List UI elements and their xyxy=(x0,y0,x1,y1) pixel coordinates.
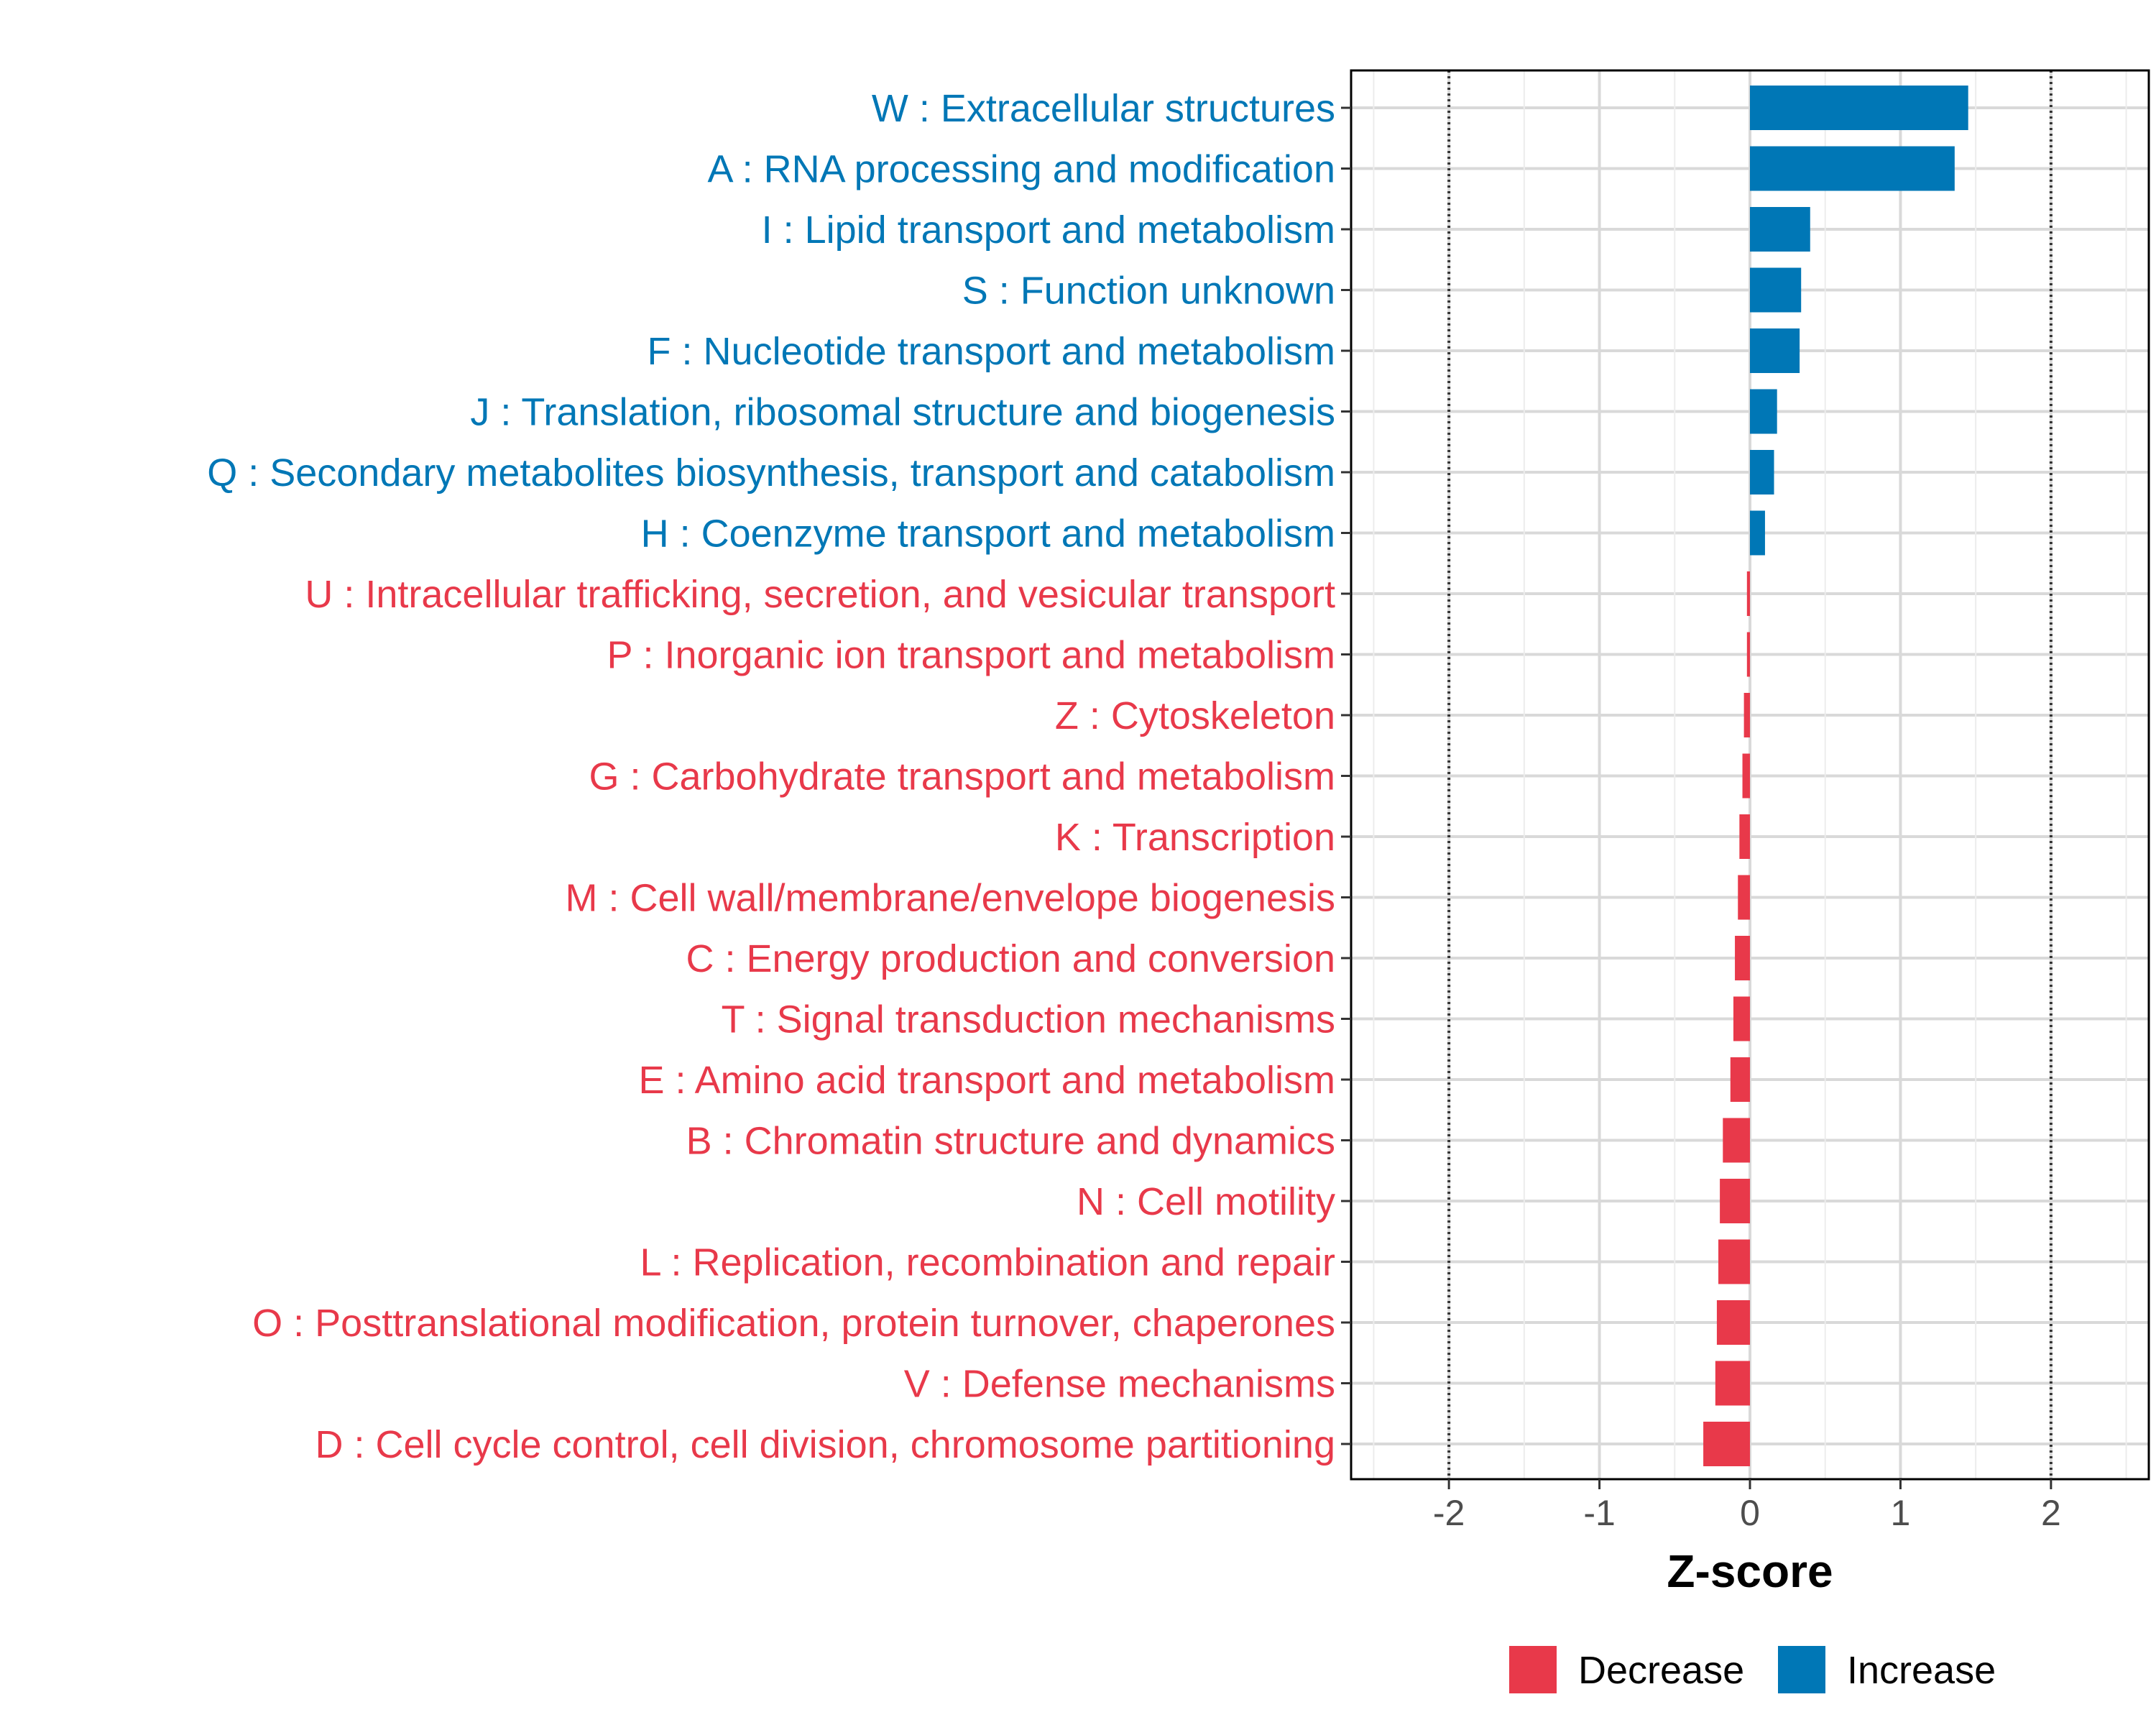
x-tick-label: -1 xyxy=(1583,1493,1615,1533)
legend-key-decrease xyxy=(1509,1646,1557,1693)
category-label: N : Cell motility xyxy=(1077,1180,1335,1223)
bar-increase xyxy=(1750,510,1765,556)
bars xyxy=(1703,86,1968,1466)
category-label: C : Energy production and conversion xyxy=(686,937,1335,980)
bar-increase xyxy=(1750,267,1802,313)
bar-increase xyxy=(1750,450,1774,494)
category-label: B : Chromatin structure and dynamics xyxy=(686,1120,1335,1163)
category-label: S : Function unknown xyxy=(962,270,1335,313)
bar-decrease xyxy=(1718,1239,1750,1284)
category-label: W : Extracellular structures xyxy=(872,87,1335,130)
category-label: M : Cell wall/membrane/envelope biogenes… xyxy=(565,877,1335,920)
legend: Decrease Increase xyxy=(1509,1646,1996,1693)
bar-decrease xyxy=(1742,753,1750,799)
bar-decrease xyxy=(1746,571,1750,616)
x-tick-label: 2 xyxy=(2041,1493,2061,1533)
x-tick-label: -2 xyxy=(1433,1493,1465,1533)
category-label: D : Cell cycle control, cell division, c… xyxy=(315,1423,1335,1466)
category-label: I : Lipid transport and metabolism xyxy=(762,208,1335,252)
legend-label-decrease: Decrease xyxy=(1578,1649,1744,1692)
bar-decrease xyxy=(1733,996,1750,1041)
bar-decrease xyxy=(1743,693,1750,737)
category-label: A : RNA processing and modification xyxy=(708,148,1335,191)
category-label: G : Carbohydrate transport and metabolis… xyxy=(589,755,1336,799)
bar-decrease xyxy=(1720,1179,1750,1223)
bar-increase xyxy=(1750,389,1777,434)
category-label: U : Intracellular trafficking, secretion… xyxy=(305,573,1335,616)
bar-decrease xyxy=(1703,1422,1750,1466)
category-label: V : Defense mechanisms xyxy=(904,1363,1335,1406)
category-label: J : Translation, ribosomal structure and… xyxy=(470,391,1335,434)
bar-decrease xyxy=(1738,875,1750,920)
category-label: Z : Cytoskeleton xyxy=(1055,694,1335,737)
x-axis-ticks: -2 -1 0 1 2 xyxy=(1341,106,2061,1533)
legend-key-increase xyxy=(1778,1646,1825,1693)
bar-increase xyxy=(1750,328,1800,373)
category-label: E : Amino acid transport and metabolism xyxy=(639,1059,1335,1102)
legend-label-increase: Increase xyxy=(1847,1649,1996,1692)
bar-decrease xyxy=(1715,1361,1750,1406)
x-tick-label: 1 xyxy=(1891,1493,1911,1533)
bar-increase xyxy=(1750,207,1810,252)
category-label: K : Transcription xyxy=(1055,816,1335,859)
bar-decrease xyxy=(1746,632,1750,677)
x-axis-title: Z-score xyxy=(1667,1545,1833,1597)
category-labels: W : Extracellular structures A : RNA proc… xyxy=(207,87,1335,1466)
bar-decrease xyxy=(1739,814,1750,859)
category-label: L : Replication, recombination and repai… xyxy=(640,1241,1335,1284)
bar-decrease xyxy=(1730,1057,1750,1102)
category-label: P : Inorganic ion transport and metaboli… xyxy=(607,634,1335,677)
bar-decrease xyxy=(1735,936,1750,980)
category-label: Q : Secondary metabolites biosynthesis, … xyxy=(207,451,1335,494)
bar-increase xyxy=(1750,86,1968,130)
category-label: F : Nucleotide transport and metabolism xyxy=(648,330,1335,373)
category-label: T : Signal transduction mechanisms xyxy=(722,998,1335,1041)
bar-decrease xyxy=(1716,1300,1750,1345)
category-label: O : Posttranslational modification, prot… xyxy=(252,1302,1335,1345)
bar-decrease xyxy=(1723,1118,1750,1163)
bar-increase xyxy=(1750,146,1955,191)
category-label: H : Coenzyme transport and metabolism xyxy=(641,512,1335,556)
x-tick-label: 0 xyxy=(1740,1493,1760,1533)
